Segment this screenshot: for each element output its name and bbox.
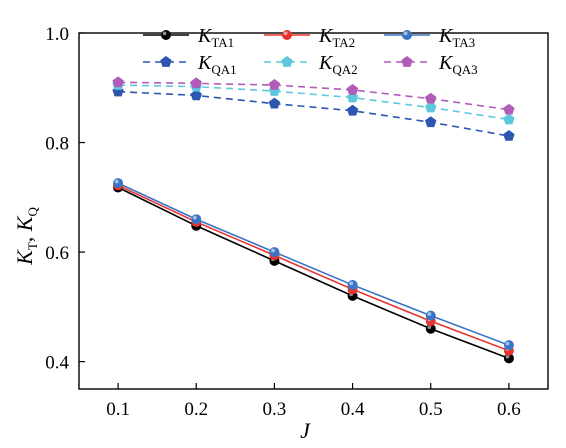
data-point	[191, 214, 202, 225]
legend-item-qa3: KQA3	[384, 52, 478, 77]
series-qa3	[112, 76, 515, 115]
legend-marker	[281, 29, 292, 40]
data-point	[425, 310, 436, 321]
series-line-qa1	[118, 90, 510, 137]
data-point	[190, 77, 202, 89]
legend-item-qa2: KQA2	[264, 52, 358, 77]
data-point-highlight	[505, 341, 510, 346]
data-point-highlight	[114, 179, 119, 184]
data-point-highlight	[349, 281, 354, 286]
y-tick-label: 0.6	[45, 243, 69, 264]
data-point	[268, 97, 281, 109]
x-tick-label: 0.4	[341, 399, 365, 420]
series-line-qa3	[118, 81, 510, 111]
y-axis-label: KT, KQ	[12, 207, 40, 266]
data-point	[190, 89, 202, 101]
legend-item-qa1: KQA1	[143, 52, 237, 77]
x-tick-label: 0.2	[184, 399, 208, 420]
legend-marker-highlight	[162, 31, 167, 36]
legend-marker	[160, 29, 171, 40]
data-point	[425, 116, 437, 128]
y-tick-label: 0.8	[45, 134, 69, 155]
data-point-highlight	[271, 248, 275, 253]
data-point	[347, 279, 358, 290]
data-point-highlight	[192, 215, 197, 220]
legend-label: KTA1	[197, 25, 234, 50]
y-tick-label: 1.0	[45, 24, 69, 45]
x-tick-label: 0.3	[263, 399, 287, 420]
x-tick-label: 0.6	[497, 399, 521, 420]
x-axis-label: J	[300, 418, 311, 443]
data-point	[425, 92, 437, 104]
series-line-ta2	[117, 184, 510, 352]
data-point-highlight	[427, 312, 432, 316]
legend-item-ta1: KTA1	[143, 25, 234, 50]
data-point-highlight	[427, 325, 432, 330]
x-tick-label: 0.1	[106, 399, 130, 420]
data-point	[503, 340, 514, 351]
legend-item-ta2: KTA2	[264, 25, 355, 50]
data-point	[346, 104, 359, 116]
legend-label: KTA3	[438, 25, 475, 50]
legend-label: KQA1	[197, 52, 237, 77]
legend-marker-highlight	[283, 31, 288, 36]
series-line-ta1	[117, 186, 510, 360]
series-ta3	[113, 178, 514, 351]
series-line-qa2	[118, 84, 510, 121]
legend-label: KQA3	[438, 52, 478, 77]
y-tick-label: 0.4	[45, 353, 69, 374]
data-point	[346, 83, 359, 95]
data-point	[503, 129, 515, 141]
data-point	[113, 178, 124, 189]
legend-label: KQA2	[318, 52, 358, 77]
plot-area: 0.1 0.2 0.3 0.4 0.5 0.6 0.4 0.6 0.8 1.0	[45, 24, 549, 420]
data-point	[268, 79, 281, 90]
data-point	[425, 101, 437, 113]
legend-marker	[401, 56, 413, 67]
series-qa1	[112, 85, 515, 141]
legend-marker	[160, 56, 172, 67]
legend-label: KTA2	[318, 25, 355, 50]
series-line-ta3	[117, 182, 510, 346]
data-point	[112, 76, 124, 88]
plot-frame	[78, 32, 549, 390]
legend-marker	[401, 29, 412, 40]
data-point	[503, 103, 515, 115]
data-point-highlight	[505, 354, 510, 359]
legend-marker-highlight	[403, 31, 408, 36]
legend-item-ta3: KTA3	[384, 25, 475, 50]
x-tick-label: 0.5	[419, 399, 443, 420]
data-point	[503, 113, 515, 125]
legend-marker	[281, 56, 293, 67]
data-point	[269, 247, 280, 258]
legend: KTA1 KTA2 KTA3 KQA1 KQA2 KQA3	[143, 25, 478, 77]
